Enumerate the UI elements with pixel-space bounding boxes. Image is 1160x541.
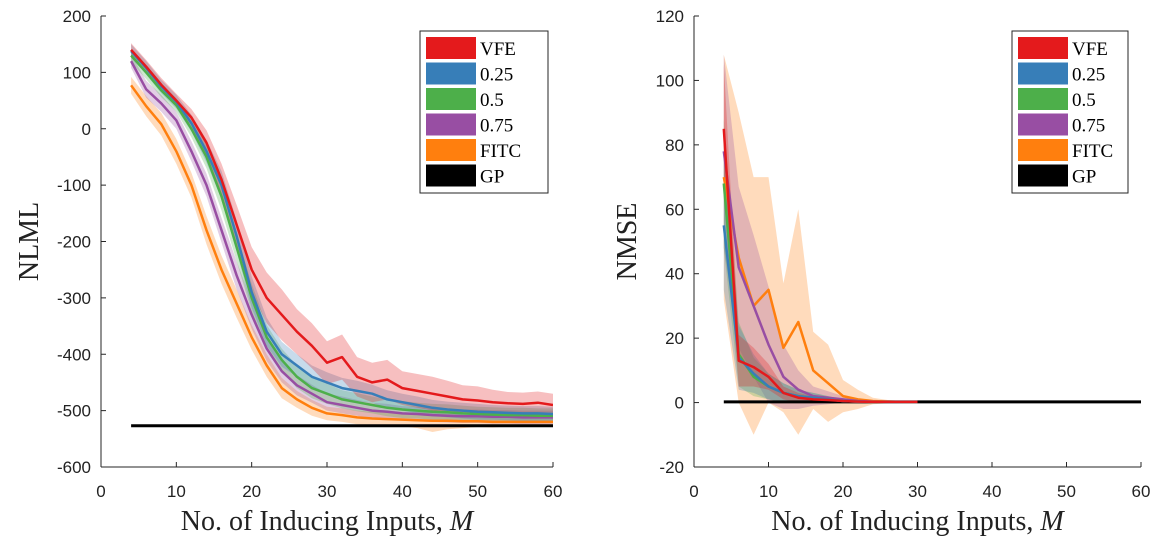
y-tick-label: -300 xyxy=(57,289,91,308)
legend-label: 0.25 xyxy=(480,65,513,86)
y-tick-label: 80 xyxy=(665,136,684,155)
series-line-fitc xyxy=(130,84,553,424)
y-tick-label: -400 xyxy=(57,345,91,364)
band-0-75 xyxy=(723,54,918,409)
x-axis-label: No. of Inducing Inputs, M xyxy=(181,506,475,537)
legend-swatch xyxy=(1018,164,1068,187)
y-tick-label: 20 xyxy=(665,329,684,348)
y-tick-label: 60 xyxy=(665,200,684,219)
legend-label: VFE xyxy=(480,39,516,60)
x-tick-label: 60 xyxy=(544,482,563,501)
legend-swatch xyxy=(426,88,476,110)
legend-label: 0.25 xyxy=(1072,65,1105,86)
x-tick-label: 0 xyxy=(689,482,698,501)
y-tick-label: -200 xyxy=(57,233,91,252)
x-tick-label: 50 xyxy=(468,482,487,501)
x-tick-label: 10 xyxy=(759,482,778,501)
x-tick-label: 40 xyxy=(393,482,412,501)
y-axis-label: NMSE xyxy=(612,203,643,281)
legend: VFE 0.25 0.5 0.75 FITC GP xyxy=(1011,30,1129,194)
legend-swatch xyxy=(426,37,476,59)
y-tick-label: -600 xyxy=(57,458,91,477)
legend-label: GP xyxy=(1072,167,1096,188)
x-tick-label: 0 xyxy=(96,482,105,501)
legend-label: 0.5 xyxy=(480,90,504,111)
band-0-5 xyxy=(723,119,918,403)
band-fitc xyxy=(723,54,918,435)
legend-swatch xyxy=(1018,139,1068,161)
legend-label: 0.75 xyxy=(1072,116,1105,137)
legend-swatch xyxy=(1018,113,1068,136)
band-vfe xyxy=(723,64,918,403)
x-axis-label: No. of Inducing Inputs, M xyxy=(771,506,1065,537)
y-tick-label: 200 xyxy=(63,7,91,26)
y-tick-label: 120 xyxy=(656,7,684,26)
plot-area xyxy=(722,54,1141,435)
series-line-0-25 xyxy=(130,50,553,416)
y-tick-label: 0 xyxy=(82,120,91,139)
x-tick-label: 50 xyxy=(1057,482,1076,501)
legend-swatch xyxy=(426,164,476,187)
band-vfe xyxy=(131,43,553,417)
legend-swatch xyxy=(1018,62,1068,85)
series-line-0-75 xyxy=(129,60,553,419)
legend-swatch xyxy=(426,113,476,136)
x-tick-label: 30 xyxy=(908,482,927,501)
chart-panel-nmse: 0 10 20 30 40 50 60 120 100 80 60 40 20 0 -20 No. of In… xyxy=(612,7,1150,537)
legend-swatch xyxy=(426,139,476,161)
y-tick-label: 100 xyxy=(656,71,684,90)
legend: VFE 0.25 0.5 0.75 FITC GP xyxy=(419,30,549,194)
y-tick-label: 40 xyxy=(665,265,684,284)
legend-label: 0.5 xyxy=(1072,90,1096,111)
legend-swatch xyxy=(426,62,476,85)
y-tick-label: 0 xyxy=(675,394,684,413)
series-line-vfe xyxy=(722,128,918,404)
y-tick-label: -100 xyxy=(57,176,91,195)
x-tick-label: 60 xyxy=(1132,482,1151,501)
x-tick-label: 10 xyxy=(167,482,186,501)
y-tick-label: 100 xyxy=(63,63,91,82)
x-tick-label: 20 xyxy=(242,482,261,501)
band-0-25 xyxy=(723,161,918,403)
series-line-vfe xyxy=(130,48,553,407)
legend-label: GP xyxy=(480,167,504,188)
legend-swatch xyxy=(1018,37,1068,59)
plot-area xyxy=(129,43,553,433)
legend-label: FITC xyxy=(480,141,521,162)
y-tick-label: -500 xyxy=(57,402,91,421)
y-axis-label: NLML xyxy=(14,202,45,281)
legend-swatch xyxy=(1018,88,1068,110)
x-tick-label: 20 xyxy=(834,482,853,501)
chart-panel-nlml: 0 10 20 30 40 50 60 200 100 0 -100 -200 -300 -400 -500… xyxy=(14,7,562,537)
y-tick-label: -20 xyxy=(659,458,684,477)
x-tick-label: 40 xyxy=(983,482,1002,501)
x-tick-label: 30 xyxy=(318,482,337,501)
legend-label: VFE xyxy=(1072,39,1108,60)
legend-label: FITC xyxy=(1072,141,1113,162)
series-line-0-5 xyxy=(130,54,553,417)
legend-label: 0.75 xyxy=(480,116,513,137)
